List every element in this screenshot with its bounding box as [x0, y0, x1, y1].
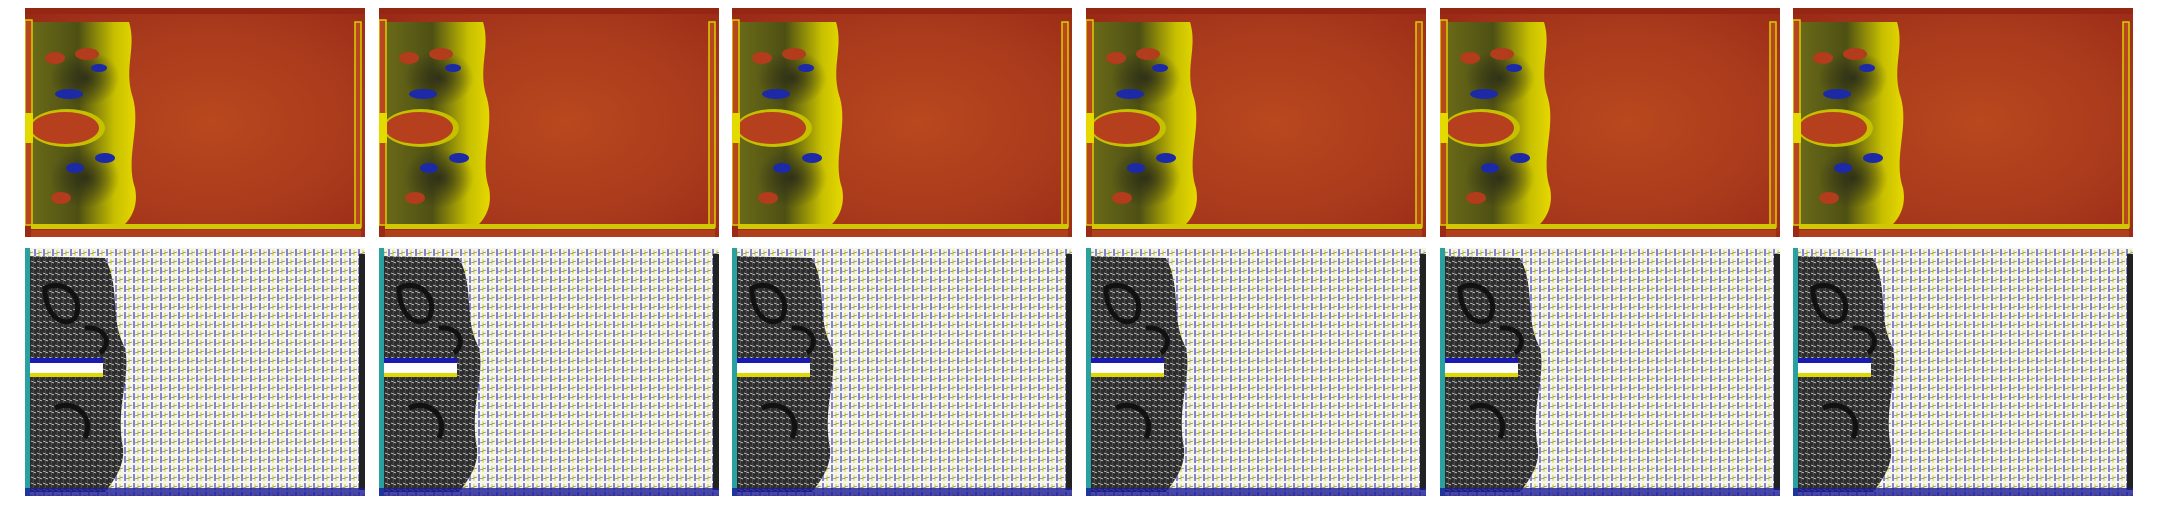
- velocity-panel: [1793, 248, 2133, 496]
- pressure-panel: [732, 8, 1072, 237]
- velocity-panel: [25, 248, 365, 496]
- velocity-panel: [732, 248, 1072, 496]
- pressure-panel: [25, 8, 365, 237]
- pressure-panel: [1086, 8, 1426, 237]
- velocity-panel: [379, 248, 719, 496]
- velocity-panel: [1086, 248, 1426, 496]
- pressure-panel: [379, 8, 719, 237]
- pressure-panel: [1440, 8, 1780, 237]
- velocity-panel: [1440, 248, 1780, 496]
- pressure-panel: [1793, 8, 2133, 237]
